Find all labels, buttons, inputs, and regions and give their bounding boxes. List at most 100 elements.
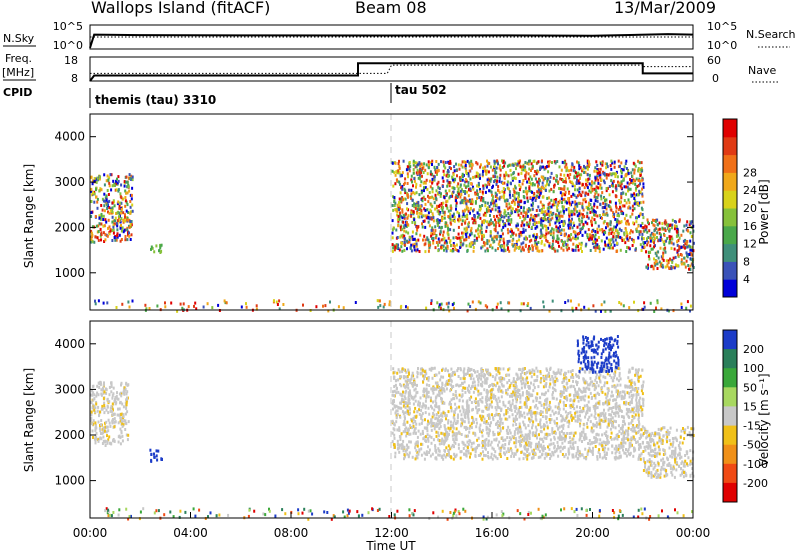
power-cells-cell [458,163,460,166]
power-cells-cell [614,244,616,247]
power-cells-cell [125,181,127,184]
vel-cells-cell [123,405,125,408]
power-cells-cell [555,162,557,165]
vel-cells-cell [637,411,639,414]
power-cells-cell [600,197,602,200]
vel-cells-cell [421,454,423,457]
power-cells-cell [585,183,587,186]
vel-cells-cell [101,405,103,408]
power-cells-cell [395,170,397,173]
power-cells-cell [93,201,95,204]
power-cells-cell [681,263,683,266]
vel-cells-cell [397,440,399,443]
power-cells-cell [638,179,640,182]
power-cells-cell [492,175,494,178]
power-cells-cell [488,223,490,226]
power-cells-cell [546,197,548,200]
power-cells-cell [650,240,652,243]
power-cells-cell [413,160,415,163]
power-cells-cell [431,160,433,163]
power-cells-cell [500,235,502,238]
power-cells-cell [479,166,481,169]
power-cells-cell [156,305,158,308]
power-cells-cell [663,240,665,243]
vel-cells-cell [512,424,514,427]
power-cells-cell [93,241,95,244]
power-cells-cell [400,175,402,178]
vel-cells-cell [507,426,509,429]
power-cells-cell [570,210,572,213]
power-cells-cell [527,302,529,305]
power-cells-cell [565,177,567,180]
vel-cells-cell [587,453,589,456]
power-cells-cell [559,200,561,203]
power-cells-cell [625,250,627,253]
vel-cells-cell [603,384,605,387]
power-cells-cell [639,174,641,177]
power-cells-cell [419,234,421,237]
vel-cells-cell [424,418,426,421]
vel-cells-cell [463,410,465,413]
power-cells-cell [512,239,514,242]
vel-cells-cell [111,421,113,424]
power-cells-cell [591,217,593,220]
power-cells-cell [394,202,396,205]
power-cells-cell [557,241,559,244]
power-cells-cell [483,221,485,224]
power-cells-cell [681,258,683,261]
power-cells-cell [545,239,547,242]
power-cells-cell [106,198,108,201]
power-cells-cell [96,225,98,228]
power-cells-cell [630,215,632,218]
power-cells-cell [556,205,558,208]
power-cells-cell [120,184,122,187]
power-cells-cell [439,213,441,216]
power-cells-cell [462,160,464,163]
power-cells-cell [104,238,106,241]
power-cells-cell [553,231,555,234]
power-cells-cell [111,239,113,242]
power-cells-cell [442,206,444,209]
power-cells-cell [640,224,642,227]
power-cells-cell [126,238,128,241]
power-cells-cell [687,255,689,258]
power-cells-cell [322,305,324,308]
power-cells-cell [587,168,589,171]
vel-cells-cell [109,442,111,445]
power-cells-cell [406,168,408,171]
power-cells-cell [106,194,108,197]
power-cells-cell [95,188,97,191]
vel-cells-cell [127,438,129,441]
power-cells-cell [485,304,487,307]
power-cells-cell [273,299,275,302]
power-cells-cell [522,215,524,218]
power-cells-cell [455,199,457,202]
noise-right-tick-low: 10^0 [707,39,737,52]
vel-cells-cell [111,413,113,416]
power-cells-cell [663,243,665,246]
power-cells-cell [451,176,453,179]
power-cells-cell [477,212,479,215]
power-cells-cell [91,176,93,179]
power-cells-cell [393,196,395,199]
vel-cells-cell [111,382,113,385]
power-cells-cell [517,163,519,166]
power-cells-cell [99,176,101,179]
power-cells-cell [447,306,449,309]
vel-cells-cell [417,445,419,448]
power-cells-cell [629,236,631,239]
power-cells-cell [519,188,521,191]
power-cells-cell [579,187,581,190]
vel-cells-cell [592,384,594,387]
power-cells-cell [555,179,557,182]
power-cells-cell [596,164,598,167]
power-cells-cell [108,200,110,203]
colorbar-tick-label: 24 [743,184,757,197]
range-tick-label: 3000 [54,175,85,189]
power-cells-cell [632,168,634,171]
vel-cells-cell [498,397,500,400]
vel-cells-cell [469,439,471,442]
power-cells-cell [465,233,467,236]
vel-cells-cell [397,391,399,394]
vel-cells-cell [550,438,552,441]
